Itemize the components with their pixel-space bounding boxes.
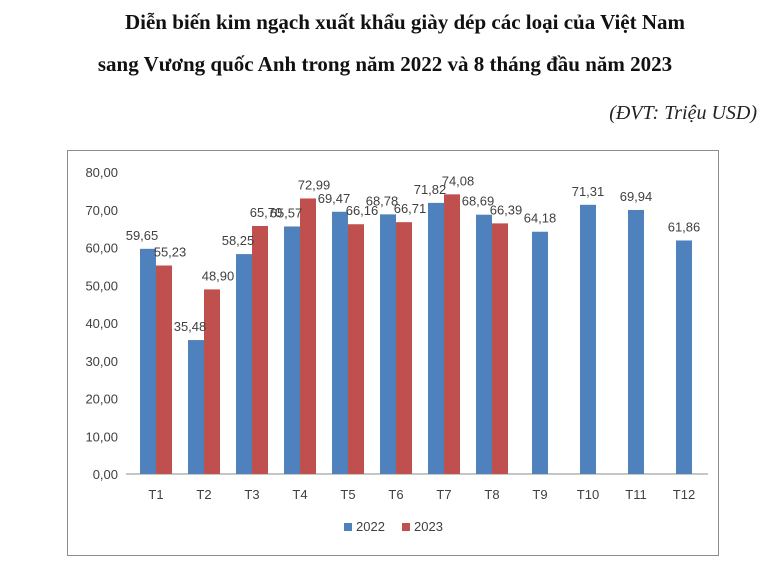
x-tick-label: T11 xyxy=(625,487,646,502)
bar-2022 xyxy=(676,240,692,474)
bar-2023 xyxy=(156,265,172,474)
chart-frame: 0,00 10,00 20,00 30,00 40,00 50,00 60,00 70,00 8… xyxy=(67,150,719,556)
legend-label-2022: 2022 xyxy=(356,519,385,534)
x-tick-label: T12 xyxy=(673,487,695,502)
bar-2022 xyxy=(476,214,492,474)
bar-2022 xyxy=(380,214,396,474)
x-tick-label: T7 xyxy=(436,487,451,502)
x-tick-label: T4 xyxy=(292,487,307,502)
data-label-2022: 58,25 xyxy=(222,233,255,248)
y-tick-label: 60,00 xyxy=(85,241,118,256)
data-label-2022: 68,69 xyxy=(462,194,495,209)
x-tick-label: T8 xyxy=(484,487,499,502)
data-label-2023: 66,16 xyxy=(346,203,379,218)
x-tick-label: T3 xyxy=(244,487,259,502)
data-label-2022: 65,57 xyxy=(270,205,303,220)
data-label-2023: 74,08 xyxy=(442,173,475,188)
x-tick-label: T6 xyxy=(388,487,403,502)
data-label-2022: 71,31 xyxy=(572,184,605,199)
bar-2023 xyxy=(204,289,220,474)
legend-swatch-2022 xyxy=(344,523,352,531)
bar-2022 xyxy=(580,204,596,474)
legend-swatch-2023 xyxy=(402,523,410,531)
bar-2022 xyxy=(628,209,644,474)
chart-title-line2: sang Vương quốc Anh trong năm 2022 và 8 … xyxy=(97,52,673,76)
data-label-2022: 59,65 xyxy=(126,228,159,243)
data-label-2023: 66,71 xyxy=(394,201,427,216)
y-tick-label: 40,00 xyxy=(85,316,118,331)
data-label-2023: 48,90 xyxy=(202,268,235,283)
y-tick-label: 30,00 xyxy=(85,354,118,369)
bar-2022 xyxy=(332,211,348,475)
bar-chart: 0,00 10,00 20,00 30,00 40,00 50,00 60,00 70,00 8… xyxy=(85,165,708,534)
x-tick-label: T2 xyxy=(196,487,211,502)
data-label-2022: 71,82 xyxy=(414,182,447,197)
y-tick-label: 20,00 xyxy=(85,392,118,407)
data-label-2022: 69,47 xyxy=(318,191,351,206)
y-tick-label: 10,00 xyxy=(85,429,118,444)
legend-label-2023: 2023 xyxy=(414,519,443,534)
bar-2023 xyxy=(396,222,412,474)
bar-2022 xyxy=(532,231,548,474)
bar-2022 xyxy=(236,254,252,474)
bar-2022 xyxy=(428,202,444,474)
bar-2023 xyxy=(492,223,508,474)
x-tick-label: T9 xyxy=(532,487,547,502)
bar-2022 xyxy=(140,248,156,474)
bar-2023 xyxy=(444,194,460,474)
chart-title-line1: Diễn biến kim ngạch xuất khẩu giày dép c… xyxy=(124,10,686,34)
bar-2023 xyxy=(252,225,268,474)
y-tick-label: 80,00 xyxy=(85,165,118,180)
data-label-2023: 72,99 xyxy=(298,177,331,192)
y-tick-label: 50,00 xyxy=(85,278,118,293)
y-tick-label: 70,00 xyxy=(85,203,118,218)
bar-2022 xyxy=(284,226,300,474)
data-label-2023: 66,39 xyxy=(490,202,523,217)
y-tick-label: 0,00 xyxy=(93,467,118,482)
x-tick-label: T1 xyxy=(148,487,163,502)
data-label-2022: 61,86 xyxy=(668,219,701,234)
bar-2023 xyxy=(300,198,316,474)
data-label-2022: 64,18 xyxy=(524,211,557,226)
data-label-2022: 69,94 xyxy=(620,189,653,204)
data-label-2022: 35,48 xyxy=(174,319,207,334)
data-label-2023: 55,23 xyxy=(154,245,187,260)
data-label-2022: 68,78 xyxy=(366,193,399,208)
data-label-2023: 65,70 xyxy=(250,205,283,220)
bar-2022 xyxy=(188,340,204,474)
unit-label: (ĐVT: Triệu USD) xyxy=(609,102,757,124)
x-tick-label: T10 xyxy=(577,487,599,502)
x-tick-label: T5 xyxy=(340,487,355,502)
bar-2023 xyxy=(348,224,364,474)
